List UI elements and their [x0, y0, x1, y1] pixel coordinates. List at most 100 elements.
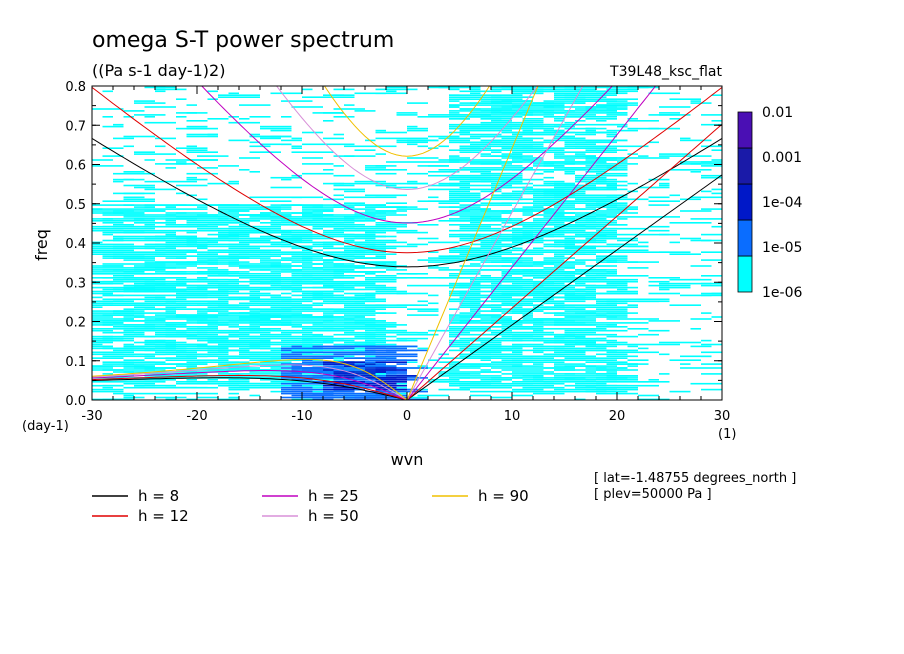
power-cell [344, 227, 365, 230]
power-cell [512, 96, 533, 98]
power-cell [228, 335, 260, 338]
power-cell [470, 229, 491, 232]
power-cell [113, 229, 124, 232]
power-cell [239, 224, 250, 226]
power-cell [228, 180, 239, 183]
power-cell [659, 286, 691, 289]
power-cell [554, 300, 586, 303]
power-cell [606, 194, 617, 197]
power-cell [564, 355, 575, 358]
power-cell [249, 225, 281, 228]
power-cell [459, 292, 470, 295]
power-cell [134, 220, 155, 222]
power-cell [144, 382, 155, 385]
power-cell [155, 255, 166, 257]
x-axis-label: wvn [391, 450, 424, 469]
power-cell [155, 290, 166, 293]
power-cell [470, 394, 491, 397]
power-cell [438, 169, 470, 171]
power-cell [470, 382, 481, 385]
power-cell [260, 127, 281, 130]
power-cell [596, 353, 628, 356]
power-cell [281, 127, 292, 130]
power-cell [585, 143, 596, 146]
power-cell [396, 112, 418, 114]
power-cell [554, 320, 565, 322]
power-cell [564, 273, 586, 275]
power-cell [113, 398, 134, 400]
power-cell [144, 296, 155, 299]
power-cell [323, 318, 334, 320]
power-cell [239, 339, 250, 342]
power-cell [155, 204, 166, 206]
power-cell [564, 121, 575, 124]
power-cell [533, 120, 544, 122]
power-cell [123, 229, 134, 232]
power-cell [512, 88, 544, 91]
power-cell [564, 322, 586, 324]
power-cell [113, 243, 134, 246]
power-cell [323, 363, 334, 365]
power-cell [375, 194, 407, 197]
power-cell [144, 371, 176, 373]
power-cell [312, 381, 323, 383]
power-cell [92, 204, 113, 206]
power-cell [134, 269, 155, 271]
power-cell [491, 178, 502, 181]
power-cell [323, 347, 334, 350]
dispersion-line [406, 123, 722, 400]
power-cell [365, 328, 386, 330]
power-cell [564, 239, 575, 242]
power-cell [512, 343, 544, 346]
power-cell [365, 169, 376, 171]
power-cell [564, 357, 596, 359]
power-cell [564, 353, 586, 356]
power-cell [239, 386, 250, 389]
power-cell [470, 308, 481, 310]
power-cell [491, 322, 523, 324]
power-cell [228, 116, 239, 118]
power-cell [333, 351, 344, 354]
power-cell [428, 379, 439, 381]
power-cell [627, 328, 649, 330]
power-cell [281, 218, 302, 220]
power-cell [113, 212, 145, 214]
power-cell [302, 157, 323, 159]
power-cell [207, 133, 218, 136]
power-cell [281, 139, 302, 142]
power-cell [354, 267, 365, 269]
power-cell [302, 388, 323, 391]
power-cell [291, 251, 313, 253]
power-cell [312, 296, 334, 299]
power-cell [396, 371, 407, 373]
power-cell [218, 355, 250, 358]
power-cell [354, 363, 365, 365]
power-cell [617, 288, 628, 291]
power-cell [627, 182, 638, 185]
power-cell [186, 225, 218, 228]
power-cell [554, 112, 565, 114]
power-cell [312, 318, 323, 320]
power-cell [207, 275, 218, 277]
power-cell [564, 245, 596, 248]
power-cell [449, 182, 470, 185]
power-cell [375, 329, 407, 332]
power-cell [522, 371, 554, 373]
power-cell [260, 277, 292, 279]
power-cell [186, 328, 218, 330]
x-tick-label: 10 [504, 409, 521, 424]
x-tick-label: -10 [291, 409, 312, 424]
power-cell [459, 328, 491, 330]
power-cell [281, 292, 292, 295]
power-cell [627, 118, 638, 120]
power-cell [522, 382, 554, 385]
power-cell [480, 371, 502, 373]
power-cell [596, 151, 617, 153]
power-cell [491, 337, 502, 340]
power-cell [354, 216, 365, 218]
power-cell [333, 349, 344, 352]
power-cell [239, 337, 260, 340]
power-cell [606, 88, 638, 91]
power-cell [344, 239, 355, 242]
power-cell [501, 382, 523, 385]
